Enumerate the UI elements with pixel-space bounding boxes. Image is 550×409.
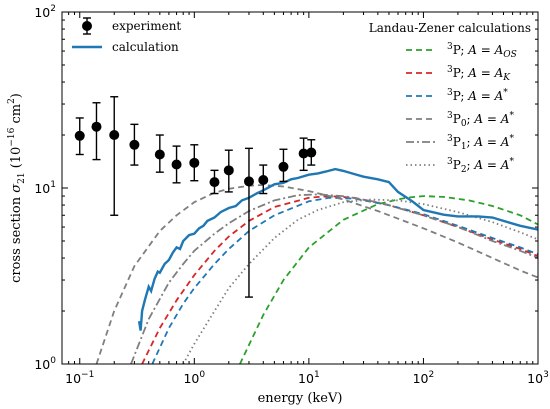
y-tick-label-1: 101 xyxy=(34,180,56,196)
y-axis-title: cross section σ21 (10−16 cm2) xyxy=(7,93,27,283)
lz-curve-4 xyxy=(130,193,538,364)
calculation-line xyxy=(137,167,538,331)
experiment-point-3 xyxy=(129,139,140,150)
experiment-point-10 xyxy=(258,175,269,186)
legend-title: Landau-Zener calculations xyxy=(369,21,531,35)
lz-curve-2 xyxy=(151,196,538,364)
legend-label-2: 3P; A = A* xyxy=(447,88,508,103)
experiment-point-9 xyxy=(243,176,254,187)
experiment-point-8 xyxy=(223,165,234,176)
legend-label-1: 3P; A = AK xyxy=(447,65,511,83)
legend-label-calculation: calculation xyxy=(112,40,179,54)
experiment-point-7 xyxy=(209,177,220,188)
x-tick-label-3: 102 xyxy=(413,370,435,386)
tick-label-layer: 10−1 100 101 102 103 100 101 102 xyxy=(34,4,548,386)
lz-curve-5 xyxy=(182,198,538,364)
plot-area xyxy=(62,12,538,364)
x-tick-label-1: 100 xyxy=(183,370,205,386)
x-axis-title: energy (keV) xyxy=(258,391,343,406)
x-tick-label-2: 101 xyxy=(298,370,320,386)
legend-marker-dot xyxy=(82,21,92,31)
experiment-point-1 xyxy=(91,121,102,132)
experiment-point-11 xyxy=(278,161,289,172)
experiment-point-4 xyxy=(154,149,165,160)
experiment-point-12 xyxy=(298,148,309,159)
y-tick-label-0: 100 xyxy=(34,356,56,372)
experiment-point-5 xyxy=(171,159,182,170)
lz-curve-1 xyxy=(141,195,538,364)
plot-frame xyxy=(61,11,539,365)
lz-curve-0 xyxy=(239,195,538,364)
legend-label-4: 3P1; A = A* xyxy=(447,134,514,152)
series-layer xyxy=(74,96,538,364)
y-tick-label-2: 102 xyxy=(34,4,56,20)
x-tick-label-0: 10−1 xyxy=(65,370,94,386)
experiment-point-0 xyxy=(74,130,85,141)
experiment-point-13 xyxy=(306,147,317,158)
series-group xyxy=(74,96,538,364)
experiment-point-6 xyxy=(189,157,200,168)
legend-label-3: 3P0; A = A* xyxy=(447,111,514,129)
legend-label-5: 3P2; A = A* xyxy=(447,157,514,175)
legend-right: Landau-Zener calculations 3P; A = AOS 3P; … xyxy=(369,21,531,175)
legend-label-0: 3P; A = AOS xyxy=(447,42,517,60)
legend-label-experiment: experiment xyxy=(112,19,181,33)
experiment-point-2 xyxy=(109,130,120,141)
legend-left: experiment calculation xyxy=(72,17,181,54)
x-tick-label-4: 103 xyxy=(527,370,549,386)
